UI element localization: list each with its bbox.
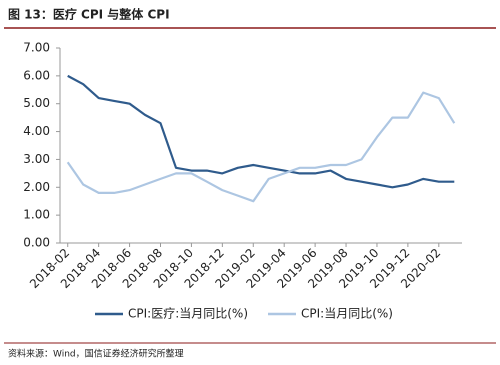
- y-tick-label: 1.00: [23, 208, 50, 222]
- y-tick-label: 0.00: [23, 236, 50, 250]
- y-tick-label: 7.00: [23, 41, 50, 55]
- y-tick-label: 2.00: [23, 180, 50, 194]
- y-tick-label: 4.00: [23, 124, 50, 138]
- legend-label: CPI:当月同比(%): [301, 307, 393, 321]
- source-note: 资料来源：Wind，国信证券经济研究所整理: [8, 348, 184, 360]
- y-tick-label: 6.00: [23, 68, 50, 82]
- chart-title: 图 13：医疗 CPI 与整体 CPI: [8, 7, 170, 22]
- legend-label: CPI:医疗:当月同比(%): [128, 307, 248, 321]
- series-line: [67, 74, 455, 189]
- y-tick-label: 5.00: [23, 96, 50, 110]
- y-tick-label: 3.00: [23, 152, 50, 166]
- series-line: [66, 91, 456, 203]
